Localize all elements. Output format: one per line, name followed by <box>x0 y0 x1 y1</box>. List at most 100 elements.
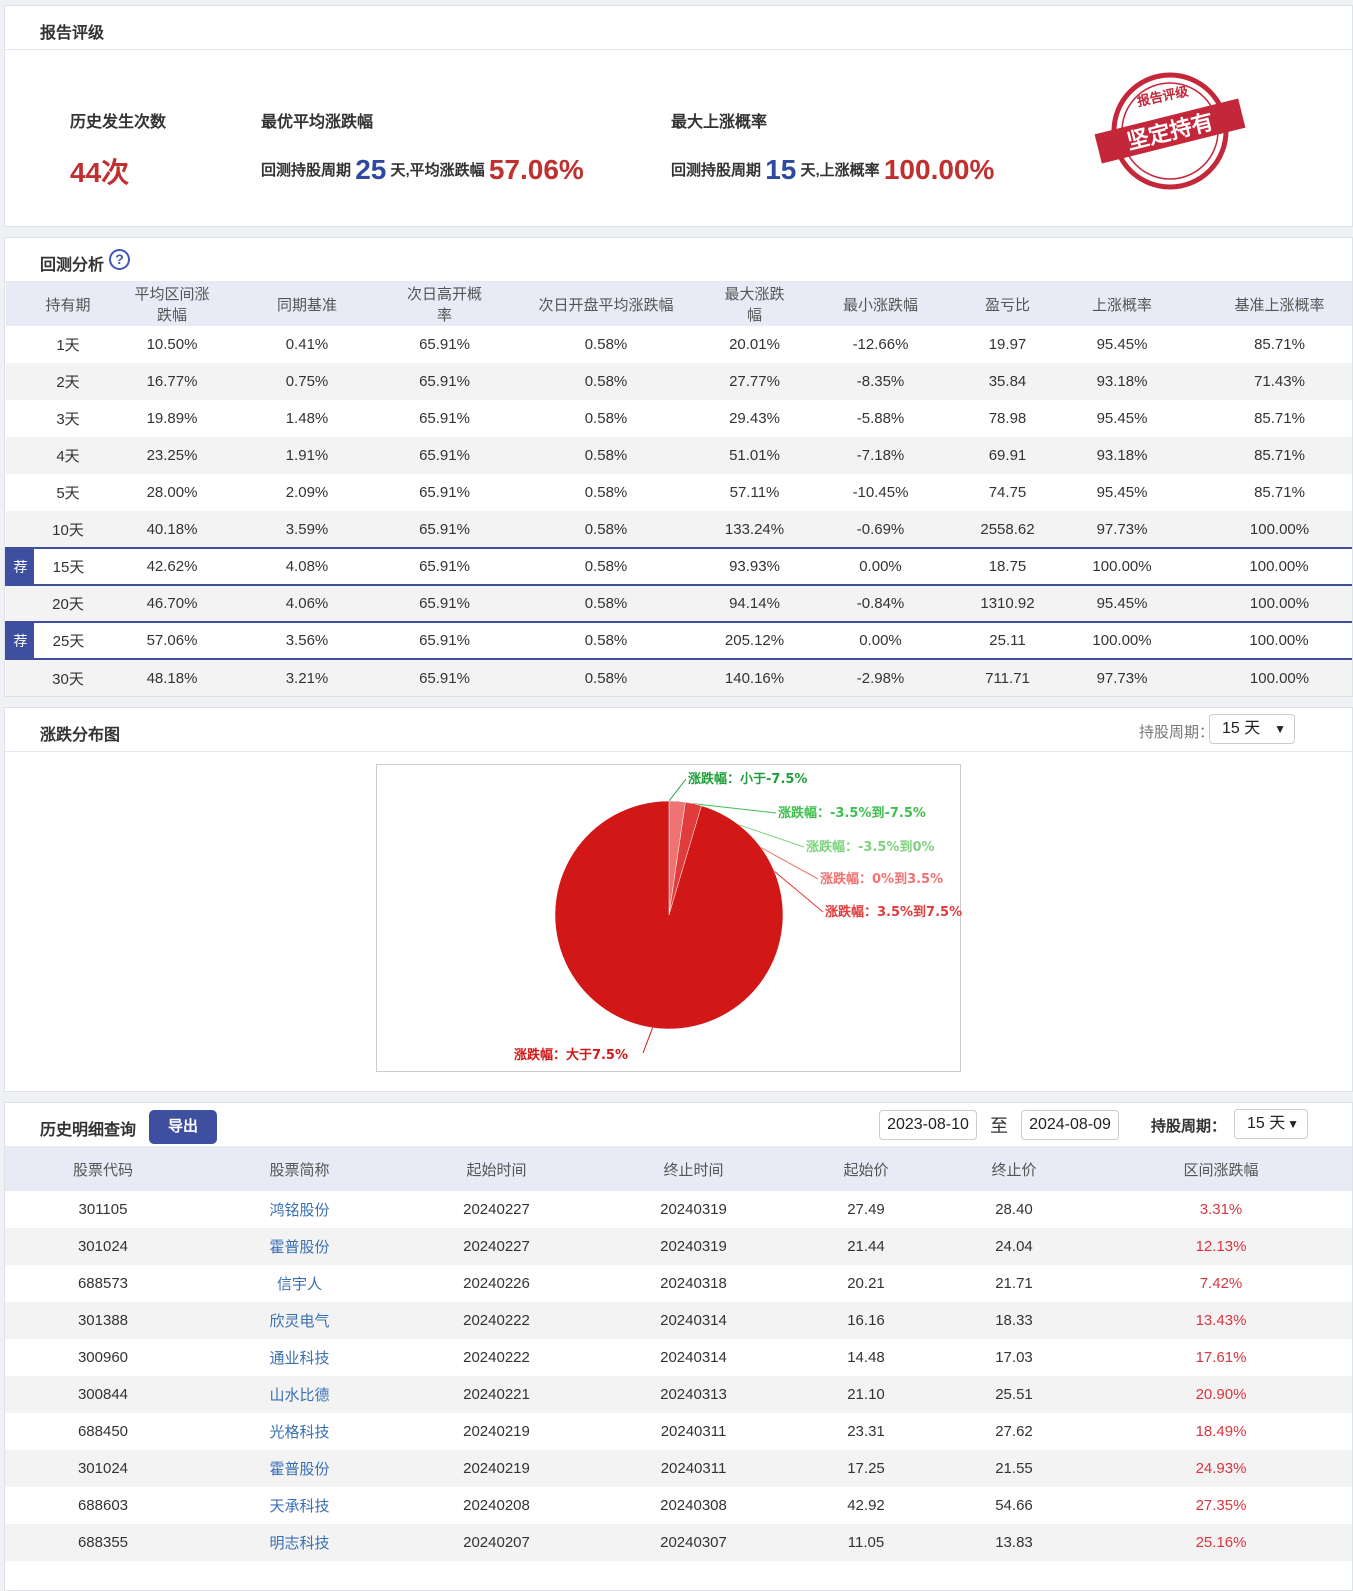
backtest-cell: 23.25% <box>130 437 214 474</box>
backtest-cell: 10天 <box>6 511 130 548</box>
backtest-cell-value: 100.00% <box>1249 520 1310 538</box>
history-cell: 17.03 <box>995 1349 1033 1366</box>
backtest-cell-value: -12.66% <box>852 336 909 353</box>
backtest-cell: 4.06% <box>214 585 400 622</box>
stock-name-link[interactable]: 信宇人 <box>276 1276 322 1293</box>
backtest-cell-value: 35.84 <box>988 373 1027 390</box>
export-button[interactable]: 导出 <box>149 1110 217 1144</box>
max-up-line: 回测持股周期 15 天,上涨概率 100.00% <box>671 154 994 186</box>
backtest-cell: 93.93% <box>723 547 786 586</box>
pie-slice[interactable] <box>554 800 784 1030</box>
backtest-cell-value: 25.11 <box>989 632 1026 649</box>
history-cell: 54.66 <box>995 1497 1033 1514</box>
backtest-title: 回测分析 <box>40 257 105 274</box>
backtest-cell: 18.75 <box>975 547 1040 586</box>
chevron-down-icon: ▼ <box>1287 1117 1299 1131</box>
range-change: 25.16% <box>1088 1524 1352 1561</box>
backtest-row: 30天 48.18% 3.21% 65.91% 0.58% 140.16% -2.98% 71… <box>6 659 1352 696</box>
pie-slice-label: 涨跌幅：小于-7.5% <box>687 771 807 787</box>
history-cell: 24.04 <box>940 1228 1088 1265</box>
history-cell: 27.49 <box>847 1201 885 1218</box>
rating-title: 报告评级 <box>40 25 105 42</box>
backtest-cell-value: 95.45% <box>1096 595 1148 612</box>
backtest-cell: 46.70% <box>130 585 214 622</box>
pie-slice-label: 涨跌幅：-3.5%到0% <box>805 839 935 855</box>
stock-name-link[interactable]: 霍普股份 <box>201 1450 398 1487</box>
history-row: 688573 信宇人 20240226 20240318 20.21 21.71 7.42% <box>5 1265 1352 1302</box>
stock-name-link[interactable]: 天承科技 <box>269 1498 330 1515</box>
backtest-cell: -10.45% <box>786 474 975 511</box>
backtest-cell: 3.21% <box>214 659 400 696</box>
backtest-cell-value: 3天 <box>56 411 80 428</box>
history-cell: 20240207 <box>398 1524 595 1561</box>
backtest-cell-value: 1.48% <box>285 410 329 427</box>
history-cell: 301024 <box>5 1228 201 1265</box>
backtest-cell-value: 16.77% <box>146 373 198 390</box>
backtest-cell: 10.50% <box>130 326 214 363</box>
distribution-title: 涨跌分布图 <box>40 727 121 744</box>
stock-name-link[interactable]: 鸿铭股份 <box>269 1202 330 1219</box>
backtest-cell: 65.91% <box>400 326 489 363</box>
backtest-cell: 4天 <box>6 437 130 474</box>
stock-name-link[interactable]: 通业科技 <box>269 1350 330 1367</box>
date-to-input[interactable]: 2024-08-09 <box>1021 1110 1119 1140</box>
backtest-cell: -7.18% <box>786 437 975 474</box>
range-change: 24.93% <box>1088 1450 1352 1487</box>
history-cell: 21.71 <box>995 1275 1033 1292</box>
backtest-cell-value: 0.58% <box>584 520 628 538</box>
date-from-input[interactable]: 2023-08-10 <box>879 1110 977 1140</box>
backtest-cell-value: 0.58% <box>584 410 628 427</box>
backtest-cell-value: 0.00% <box>859 558 902 575</box>
history-cell: 20240208 <box>463 1497 530 1514</box>
backtest-cell-value: 65.91% <box>419 410 470 427</box>
history-cell: 300960 <box>77 1349 129 1366</box>
stock-name-link[interactable]: 明志科技 <box>201 1524 398 1561</box>
history-cell: 13.83 <box>940 1524 1088 1561</box>
max-up-label: 最大上涨概率 <box>671 114 768 131</box>
question-icon[interactable]: ? <box>109 249 130 270</box>
backtest-cell: 85.71% <box>1204 437 1352 474</box>
backtest-cell: 65.91% <box>400 437 489 474</box>
backtest-cell: 711.71 <box>975 659 1040 696</box>
backtest-cell-value: 20.01% <box>729 336 780 353</box>
backtest-cell: 0.41% <box>214 326 400 363</box>
backtest-cell-value: 65.91% <box>419 632 470 649</box>
backtest-cell-value: 69.91 <box>988 447 1027 464</box>
stock-name-link[interactable]: 山水比德 <box>201 1376 398 1413</box>
backtest-cell: 65.91% <box>400 621 489 660</box>
backtest-cell-value: 4天 <box>56 448 80 465</box>
dist-period-select[interactable]: 15 天 ▼ <box>1209 714 1295 744</box>
backtest-cell: 3.56% <box>214 621 400 660</box>
stock-name-link[interactable]: 光格科技 <box>269 1424 330 1441</box>
backtest-cell-value: 100.00% <box>1249 632 1309 649</box>
range-change: 18.49% <box>1195 1423 1247 1440</box>
backtest-cell-value: 65.91% <box>419 520 470 538</box>
backtest-cell: 0.58% <box>489 659 723 696</box>
backtest-cell: 65.91% <box>400 474 489 511</box>
backtest-cell: 100.00% <box>1204 585 1352 622</box>
distribution-panel: 涨跌分布图 持股周期： 15 天 ▼ 涨跌幅：小于-7.5% 涨跌幅：-3.5%到… <box>4 707 1353 1092</box>
best-avg-mid: 天,平均涨跌幅 <box>390 162 485 179</box>
backtest-cell: 133.24% <box>723 511 786 548</box>
stock-name-link[interactable]: 霍普股份 <box>201 1228 398 1265</box>
rating-header: 报告评级 <box>5 6 1352 50</box>
backtest-cell-value: 97.73% <box>1096 520 1148 538</box>
backtest-row: 4天 23.25% 1.91% 65.91% 0.58% 51.01% -7.18% 69.9… <box>6 437 1352 474</box>
backtest-cell: -8.35% <box>786 363 975 400</box>
backtest-cell: 65.91% <box>400 547 489 586</box>
backtest-cell: -0.69% <box>786 511 975 548</box>
backtest-cell-value: 0.58% <box>584 336 628 353</box>
history-col-header: 起始时间 <box>398 1147 595 1191</box>
backtest-cell: 2天 <box>6 363 130 400</box>
history-col-header: 终止价 <box>940 1147 1088 1191</box>
history-cell: 20240221 <box>398 1376 595 1413</box>
chevron-down-icon: ▼ <box>1274 722 1286 736</box>
rating-panel: 报告评级 历史发生次数 44次 最优平均涨跌幅 回测持股周期 25 天,平均涨跌… <box>4 5 1353 227</box>
history-period-select[interactable]: 15 天 ▼ <box>1234 1109 1308 1139</box>
stock-name-link[interactable]: 欣灵电气 <box>201 1302 398 1339</box>
backtest-cell-value: 100.00% <box>1092 632 1152 649</box>
backtest-cell: 100.00% <box>1204 511 1352 548</box>
history-cell: 20240307 <box>595 1524 792 1561</box>
backtest-cell-value: 10天 <box>52 521 84 539</box>
history-cell: 14.48 <box>847 1349 885 1366</box>
